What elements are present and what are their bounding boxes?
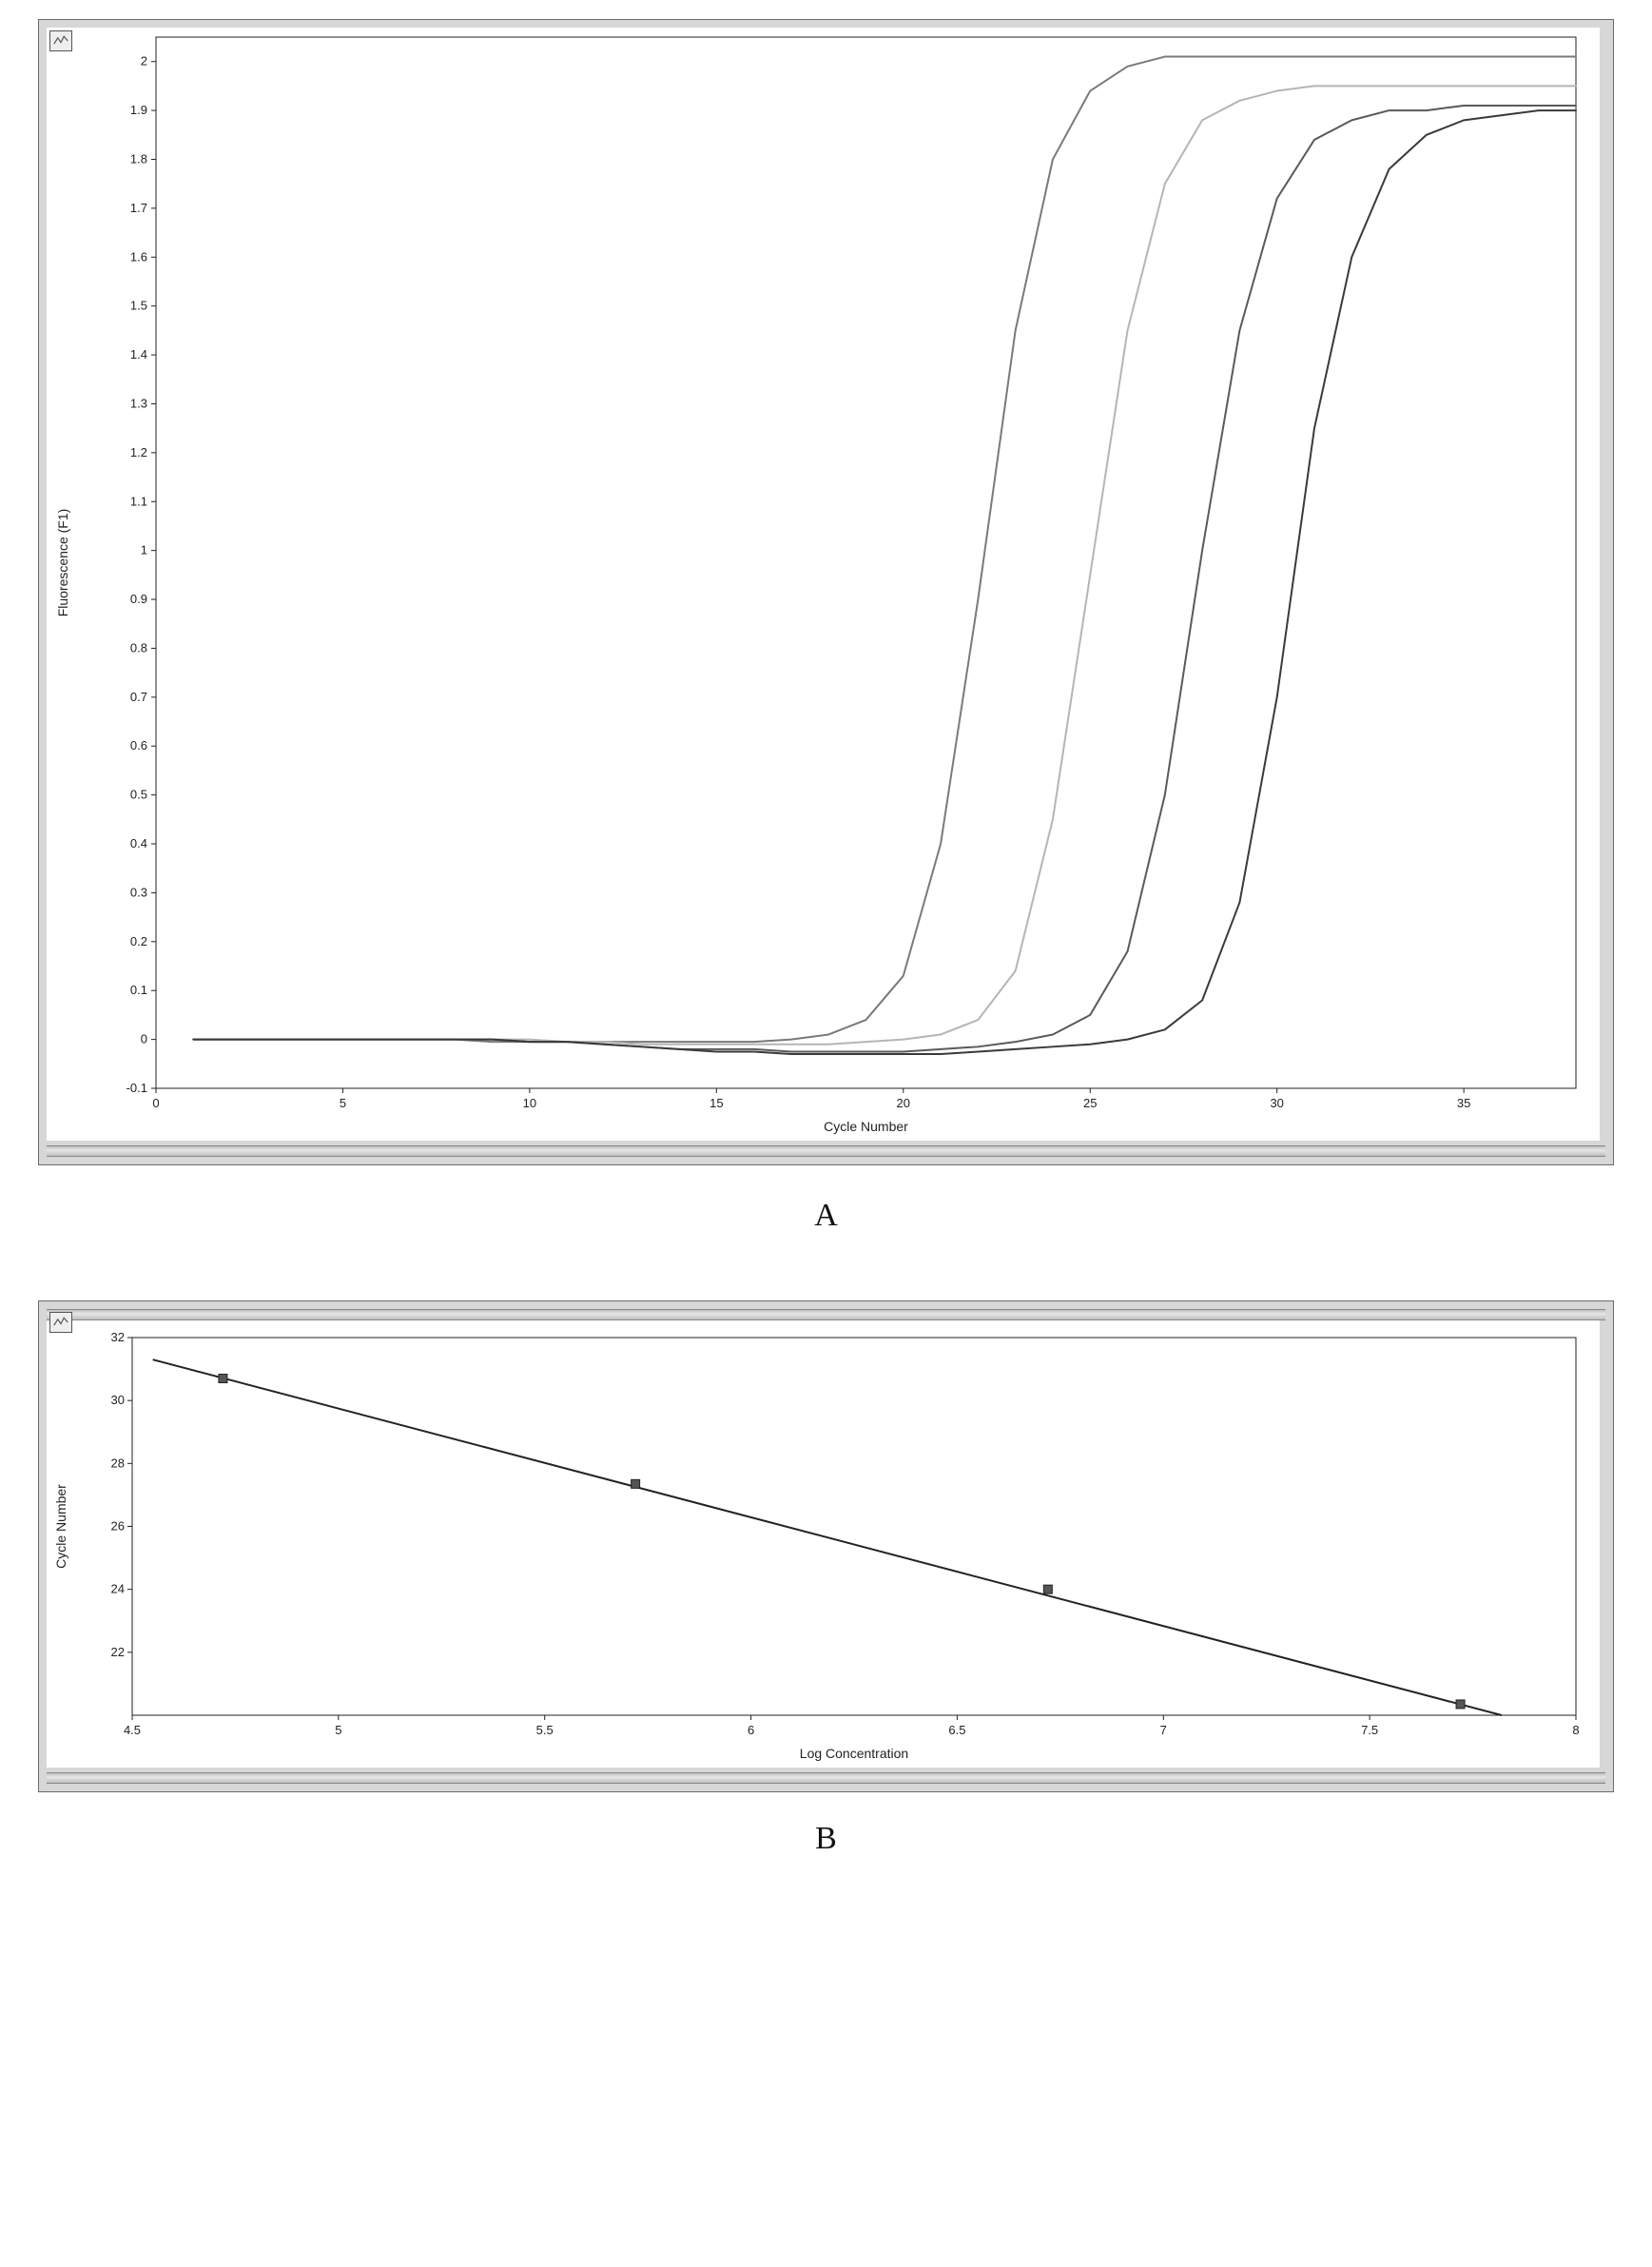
svg-text:1.4: 1.4 <box>130 347 147 362</box>
svg-text:6: 6 <box>748 1723 754 1737</box>
panel-b-bottom-separator <box>47 1772 1605 1784</box>
svg-text:0: 0 <box>141 1032 147 1046</box>
svg-text:5: 5 <box>340 1096 346 1110</box>
svg-text:Fluorescence (F1): Fluorescence (F1) <box>55 509 70 617</box>
svg-text:24: 24 <box>111 1582 125 1596</box>
panel-b-frame: 22 24 26 28 30 32 4.5 5 5.5 6 6.5 7 7.5 8 Log Concentr… <box>38 1300 1614 1792</box>
chart-tool-icon[interactable] <box>49 30 72 51</box>
svg-text:1: 1 <box>141 543 147 557</box>
chart-tool-icon[interactable] <box>49 1312 72 1333</box>
svg-text:0.3: 0.3 <box>130 885 147 899</box>
svg-text:20: 20 <box>897 1096 910 1110</box>
svg-text:35: 35 <box>1457 1096 1470 1110</box>
svg-text:30: 30 <box>111 1393 125 1407</box>
standard-curve-chart: 22 24 26 28 30 32 4.5 5 5.5 6 6.5 7 7.5 8 Log Concentr… <box>47 1320 1600 1768</box>
svg-text:0.1: 0.1 <box>130 983 147 997</box>
svg-text:Log Concentration: Log Concentration <box>800 1746 908 1761</box>
amplification-chart: -0.1 0 0.1 0.2 0.3 0.4 0.5 0.6 0.7 0.8 0.9 1 1.1 1.2 1… <box>47 28 1600 1141</box>
svg-text:5.5: 5.5 <box>536 1723 554 1737</box>
svg-text:0: 0 <box>152 1096 159 1110</box>
panel-a-caption: A <box>814 1198 838 1233</box>
svg-text:25: 25 <box>1083 1096 1097 1110</box>
svg-text:30: 30 <box>1270 1096 1283 1110</box>
svg-text:8: 8 <box>1572 1723 1579 1737</box>
svg-text:Cycle Number: Cycle Number <box>53 1484 68 1569</box>
svg-text:26: 26 <box>111 1519 125 1534</box>
panel-b-top-separator <box>47 1309 1605 1320</box>
panel-a-wrap: -0.1 0 0.1 0.2 0.3 0.4 0.5 0.6 0.7 0.8 0.9 1 1.1 1.2 1… <box>38 19 1614 1165</box>
svg-text:1.5: 1.5 <box>130 299 147 313</box>
svg-text:0.8: 0.8 <box>130 640 147 655</box>
svg-text:0.9: 0.9 <box>130 592 147 606</box>
svg-text:0.2: 0.2 <box>130 934 147 948</box>
svg-text:32: 32 <box>111 1330 125 1344</box>
svg-text:1.9: 1.9 <box>130 103 147 117</box>
svg-text:1.7: 1.7 <box>130 201 147 215</box>
svg-text:0.7: 0.7 <box>130 690 147 704</box>
svg-text:15: 15 <box>709 1096 723 1110</box>
panel-b-wrap: 22 24 26 28 30 32 4.5 5 5.5 6 6.5 7 7.5 8 Log Concentr… <box>38 1300 1614 1792</box>
svg-text:1.2: 1.2 <box>130 445 147 459</box>
svg-text:Cycle Number: Cycle Number <box>824 1119 908 1134</box>
svg-text:-0.1: -0.1 <box>126 1081 147 1095</box>
svg-text:2: 2 <box>141 54 147 68</box>
svg-text:4.5: 4.5 <box>124 1723 141 1737</box>
svg-text:0.5: 0.5 <box>130 788 147 802</box>
svg-text:5: 5 <box>335 1723 341 1737</box>
panel-a-frame: -0.1 0 0.1 0.2 0.3 0.4 0.5 0.6 0.7 0.8 0.9 1 1.1 1.2 1… <box>38 19 1614 1165</box>
svg-text:6.5: 6.5 <box>948 1723 965 1737</box>
svg-text:7: 7 <box>1160 1723 1167 1737</box>
svg-text:1.8: 1.8 <box>130 151 147 166</box>
svg-text:1.6: 1.6 <box>130 249 147 264</box>
svg-text:28: 28 <box>111 1456 125 1470</box>
svg-text:22: 22 <box>111 1645 125 1659</box>
svg-text:0.6: 0.6 <box>130 738 147 752</box>
svg-text:1.3: 1.3 <box>130 396 147 410</box>
panel-a-bottom-separator <box>47 1145 1605 1157</box>
svg-text:10: 10 <box>523 1096 536 1110</box>
svg-text:0.4: 0.4 <box>130 836 147 850</box>
svg-text:7.5: 7.5 <box>1361 1723 1378 1737</box>
svg-text:1.1: 1.1 <box>130 494 147 508</box>
panel-b-caption: B <box>815 1821 837 1856</box>
